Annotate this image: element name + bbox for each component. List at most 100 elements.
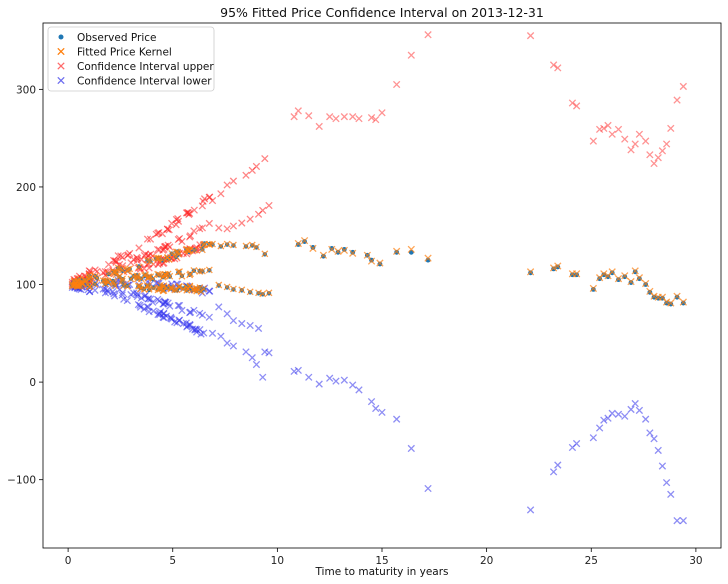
ci-upper-point — [174, 235, 182, 244]
ci-upper-point — [355, 114, 363, 123]
fitted-price-point — [223, 283, 231, 291]
y-axis: −100 0 100 200 300 — [7, 84, 43, 487]
fitted-price-point — [642, 279, 650, 288]
ci-lower-point — [658, 462, 667, 470]
observed-price-point — [350, 249, 356, 255]
fitted-price-point — [175, 283, 183, 291]
observed-price-point — [632, 269, 638, 275]
ci-lower-point — [99, 285, 107, 293]
ci-upper-point — [259, 206, 267, 215]
fitted-price-point — [300, 236, 309, 245]
observed-price-point — [643, 282, 649, 287]
y-tick-label: 200 — [16, 182, 36, 194]
fitted-price-point — [161, 271, 169, 279]
ci-upper-point — [614, 125, 623, 134]
fitted-price-point — [85, 275, 93, 283]
legend-label: Observed Price — [77, 32, 156, 44]
ci-upper-point — [392, 80, 401, 89]
ci-lower-point — [326, 374, 334, 382]
fitted-price-point — [118, 277, 126, 285]
ci-lower-point — [407, 444, 415, 453]
fitted-price-point — [392, 247, 401, 256]
ci-upper-point — [215, 224, 223, 232]
fitted-price-point — [340, 246, 348, 255]
ci-lower-point — [635, 406, 644, 415]
fitted-price-point — [143, 281, 151, 289]
ci-lower-point — [161, 298, 169, 307]
legend-entry-ci-upper: Confidence Interval upper — [57, 61, 214, 73]
ci-lower-point — [109, 287, 117, 296]
ci-upper-point — [646, 151, 654, 159]
ci-lower-point — [679, 517, 687, 525]
legend-entry-observed: Observed Price — [58, 32, 156, 44]
ci-upper-point — [526, 32, 535, 40]
ci-lower-point — [259, 373, 267, 381]
ci-upper-point — [658, 147, 667, 155]
observed-price-point — [628, 280, 634, 285]
ci-upper-point — [172, 221, 180, 229]
x-tick-label: 30 — [689, 555, 702, 567]
fitted-price-point — [242, 242, 250, 250]
ci-lower-point — [355, 386, 363, 394]
legend-label: Confidence Interval upper — [77, 61, 214, 73]
fitted-price-point — [162, 284, 170, 292]
fitted-price-point — [294, 239, 302, 248]
observed-price-point — [680, 300, 686, 306]
ci-upper-point — [152, 230, 160, 238]
ci-upper-point — [549, 61, 558, 69]
fitted-price-point — [109, 278, 117, 285]
legend: Observed Price Fitted Price Kernel Confide… — [47, 26, 215, 92]
observed-price-point — [622, 274, 628, 280]
fitted-price-point — [91, 280, 99, 288]
ci-lower-point — [91, 286, 99, 294]
ci-lower-point — [198, 311, 207, 319]
chart-title: 95% Fitted Price Confidence Interval on … — [220, 5, 544, 20]
ci-upper-point — [662, 140, 671, 148]
fitted-price-point — [229, 241, 237, 249]
ci-lower-point — [196, 325, 204, 334]
ci-lower-point — [646, 429, 654, 437]
ci-lower-point — [182, 319, 190, 327]
fitted-price-point — [123, 282, 131, 290]
ci-lower-point — [621, 412, 629, 420]
ci-lower-point — [208, 329, 217, 337]
fitted-price-point — [407, 245, 415, 254]
fitted-price-point — [182, 283, 190, 291]
fitted-price-point — [144, 256, 151, 264]
fitted-price-point — [424, 254, 432, 262]
legend-entry-fitted: Fitted Price Kernel — [57, 47, 172, 59]
fitted-price-point — [621, 272, 629, 280]
near-term-cluster — [68, 154, 273, 381]
observed-price-point — [590, 287, 596, 292]
fitted-price-point — [261, 250, 269, 258]
fitted-price-point — [549, 264, 558, 272]
fitted-price-point — [105, 270, 113, 278]
fitted-price-point — [86, 283, 94, 291]
x-tick-label: 25 — [585, 555, 598, 567]
ci-upper-point — [679, 82, 687, 91]
ci-lower-point — [349, 381, 357, 389]
ci-lower-point — [265, 349, 273, 357]
ci-upper-point — [650, 159, 658, 168]
fitted-price-point — [168, 249, 176, 257]
ci-lower-point — [162, 312, 171, 320]
ci-lower-point — [229, 316, 238, 325]
ci-lower-point — [600, 416, 608, 424]
ci-upper-point — [261, 154, 269, 163]
ci-upper-point — [340, 113, 348, 121]
ci-lower-point — [340, 376, 348, 384]
fitted-price-point — [217, 242, 225, 250]
ci-lower-point — [650, 435, 658, 443]
fitted-price-point — [137, 285, 145, 293]
ci-lower-point — [549, 468, 558, 476]
fitted-price-point — [252, 243, 260, 251]
ci-upper-point — [205, 219, 213, 228]
ci-lower-point — [144, 295, 152, 303]
ci-upper-point — [407, 51, 415, 59]
ci-lower-point — [156, 310, 164, 319]
fitted-price-point — [215, 281, 223, 289]
legend-marker-circle — [58, 34, 64, 40]
ci-lower-point — [305, 373, 313, 381]
ci-lower-point — [205, 287, 213, 295]
